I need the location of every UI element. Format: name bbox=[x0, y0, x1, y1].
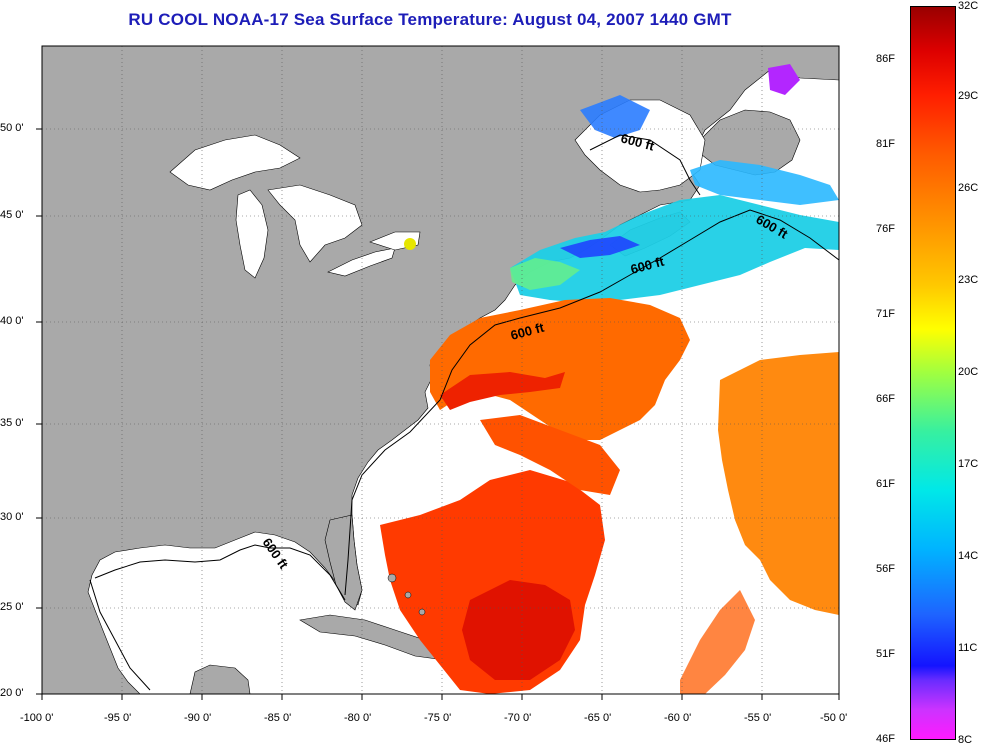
colorbar-f-label: 86F bbox=[876, 53, 895, 65]
lon-tick-label: -70 0' bbox=[504, 712, 532, 724]
lake-erie bbox=[327, 247, 396, 277]
sst-east-warm bbox=[718, 352, 839, 615]
lon-tick-label: -65 0' bbox=[584, 712, 612, 724]
contour-600ft bbox=[89, 134, 839, 691]
colorbar-c-label: 14C bbox=[958, 550, 979, 562]
colorbar-f-label: 76F bbox=[876, 223, 895, 235]
lat-tick-label: 50 0' bbox=[0, 122, 24, 134]
yucatan-land bbox=[189, 664, 251, 694]
colorbar-f-label: 51F bbox=[876, 648, 895, 660]
lake-superior bbox=[169, 134, 301, 191]
colorbar-c-label: 29C bbox=[958, 90, 979, 102]
lon-tick-label: -95 0' bbox=[104, 712, 132, 724]
lat-tick-label: 30 0' bbox=[0, 511, 24, 523]
temperature-colorbar bbox=[910, 6, 956, 740]
sst-gulfstream-orange bbox=[430, 298, 690, 440]
lat-tick-label: 35 0' bbox=[0, 417, 24, 429]
lon-tick-label: -90 0' bbox=[184, 712, 212, 724]
lat-tick-label: 25 0' bbox=[0, 601, 24, 613]
lat-tick-label: 45 0' bbox=[0, 209, 24, 221]
sst-green-shelf bbox=[510, 258, 580, 290]
lon-tick-label: -60 0' bbox=[664, 712, 692, 724]
colorbar-c-label: 26C bbox=[958, 182, 979, 194]
colorbar-c-label: 23C bbox=[958, 274, 979, 286]
lat-tick-label: 40 0' bbox=[0, 315, 24, 327]
sst-cold-north bbox=[580, 95, 650, 138]
map-title: RU COOL NOAA-17 Sea Surface Temperature:… bbox=[128, 10, 732, 29]
colorbar-c-label: 11C bbox=[958, 642, 978, 654]
lon-tick-label: -75 0' bbox=[424, 712, 452, 724]
lat-tick-label: 20 0' bbox=[0, 687, 24, 699]
sst-purple-labrador bbox=[768, 64, 800, 95]
lon-tick-label: -50 0' bbox=[820, 712, 848, 724]
colorbar-c-label: 32C bbox=[958, 0, 979, 12]
lon-tick-label: -85 0' bbox=[264, 712, 292, 724]
colorbar-c-label: 20C bbox=[958, 366, 979, 378]
sst-gulfstream-red bbox=[440, 372, 565, 410]
colorbar-c-label: 17C bbox=[958, 458, 979, 470]
colorbar-f-label: 66F bbox=[876, 393, 895, 405]
sst-blue-patches bbox=[560, 236, 640, 258]
florida-land bbox=[324, 514, 363, 611]
colorbar-f-label: 81F bbox=[876, 138, 895, 150]
sst-east-sparse bbox=[680, 590, 755, 694]
colorbar-f-label: 71F bbox=[876, 308, 895, 320]
plot-frame bbox=[41, 45, 840, 695]
graticule bbox=[42, 46, 839, 694]
lake-michigan bbox=[235, 189, 269, 279]
colorbar-f-label: 56F bbox=[876, 563, 895, 575]
lon-tick-label: -80 0' bbox=[344, 712, 372, 724]
colorbar-c-label: 8C bbox=[958, 734, 973, 746]
lon-tick-label: -100 0' bbox=[20, 712, 54, 724]
axis-ticks bbox=[36, 128, 840, 700]
lake-huron bbox=[267, 184, 363, 263]
sst-south-hot bbox=[462, 580, 575, 680]
sst-mid-atlantic bbox=[480, 415, 620, 495]
lon-tick-label: -55 0' bbox=[744, 712, 772, 724]
sst-cool-teal bbox=[690, 160, 839, 205]
colorbar-f-label: 46F bbox=[876, 733, 895, 745]
colorbar-f-label: 61F bbox=[876, 478, 895, 490]
